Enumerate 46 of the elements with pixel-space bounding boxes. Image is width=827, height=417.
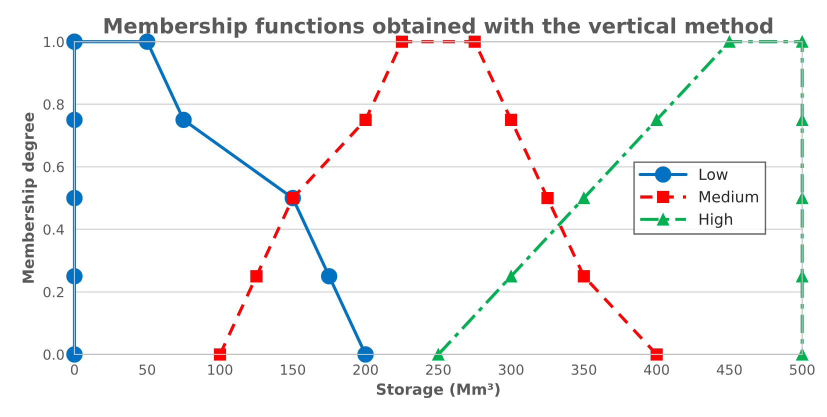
y-axis-title: Membership degree — [22, 112, 38, 283]
y-tick-label: 0.0 — [44, 349, 64, 360]
point — [650, 348, 663, 361]
point — [468, 36, 481, 48]
x-tick-label: 150 — [281, 364, 306, 375]
y-tick-label: 0.6 — [44, 162, 64, 172]
x-tick-label: 300 — [498, 364, 524, 375]
point — [357, 346, 374, 363]
point — [505, 270, 518, 282]
point — [541, 192, 554, 204]
legend-label: Low — [700, 168, 728, 180]
point — [320, 268, 338, 284]
point — [578, 192, 590, 204]
x-tick-label: 350 — [572, 364, 596, 375]
y-tick-label: 0.4 — [44, 224, 64, 235]
y-tick-label: 1.0 — [44, 36, 64, 48]
point — [66, 346, 83, 363]
x-tick-label: 0 — [70, 364, 78, 375]
y-tick-label: 0.2 — [44, 286, 64, 298]
x-axis-title: Storage (Mm³) — [376, 383, 500, 398]
x-tick-label: 500 — [790, 364, 815, 375]
point — [66, 112, 83, 128]
point — [432, 348, 444, 361]
point — [66, 268, 83, 284]
legend-label: Medium — [700, 190, 758, 203]
x-tick-label: 50 — [139, 364, 156, 375]
point — [214, 348, 226, 361]
x-tick-label: 200 — [353, 364, 378, 375]
point — [359, 114, 372, 126]
x-tick-label: 100 — [208, 364, 232, 375]
point — [505, 114, 518, 126]
point — [66, 34, 83, 50]
x-tick-label: 400 — [644, 364, 669, 375]
point — [578, 270, 590, 282]
point — [796, 36, 808, 48]
x-tick-label: 250 — [426, 364, 451, 375]
point — [396, 36, 408, 48]
x-tick-label: 450 — [716, 364, 742, 375]
point — [66, 190, 83, 206]
point — [650, 114, 663, 126]
chart-title: Membership functions obtained with the vertical method — [104, 18, 772, 38]
legend-label: High — [700, 213, 732, 228]
point — [250, 270, 262, 282]
point — [723, 36, 736, 48]
y-tick-label: 0.8 — [44, 99, 64, 110]
point — [175, 112, 192, 128]
